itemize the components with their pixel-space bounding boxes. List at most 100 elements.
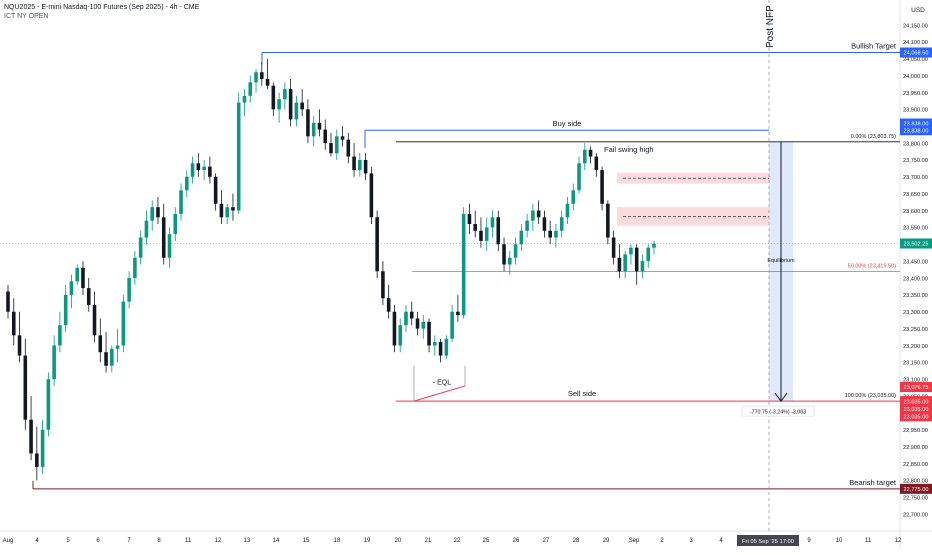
candle-body	[479, 230, 483, 241]
candle-body	[646, 247, 651, 262]
level-badge-text: 23,035.00	[904, 399, 929, 405]
candle-body	[484, 227, 489, 241]
candle-body	[473, 224, 477, 231]
candle-body	[173, 213, 178, 235]
x-tick-label: 12	[895, 538, 902, 544]
measure-text: -770.75 (-3.24%) -3,083	[750, 409, 806, 415]
x-tick-label: 3	[689, 538, 693, 544]
candle-body	[433, 342, 437, 346]
y-tick-label: 24,000.00	[903, 74, 928, 80]
y-tick-label: 22,900.00	[903, 445, 928, 451]
y-tick-label: 22,950.00	[903, 428, 928, 434]
candle-body	[634, 247, 639, 272]
x-tick-label: 11	[185, 538, 192, 544]
candle-body	[306, 109, 310, 137]
candle-body	[358, 159, 362, 171]
level-badge-text: 23,838.00	[904, 128, 929, 134]
candle-body	[600, 170, 604, 204]
y-tick-label: 24,050.00	[903, 57, 928, 63]
candle-body	[300, 102, 304, 110]
x-tick-label: 25	[483, 538, 490, 544]
candle-body	[98, 335, 103, 353]
candle-body	[536, 210, 541, 218]
x-tick-label: Aug	[3, 538, 14, 544]
current-price-badge-text: 23,502.25	[904, 242, 929, 248]
candle-body	[334, 136, 339, 154]
y-tick-label: 23,250.00	[903, 327, 928, 333]
candle-body	[346, 139, 351, 157]
x-tick-label: 8	[157, 538, 161, 544]
candle-body	[519, 230, 524, 245]
candle-body	[496, 217, 501, 245]
indicator-label[interactable]: ICT NY OPEN	[4, 13, 49, 20]
candle-body	[588, 149, 593, 157]
level-badge	[900, 396, 932, 407]
sell-side-label: Sell side	[568, 389, 596, 398]
candle-body	[398, 325, 403, 346]
level-badge	[900, 118, 932, 129]
candle-body	[17, 335, 22, 356]
symbol-title[interactable]: NQU2025 - E-mini Nasdaq-100 Futures (Sep…	[4, 4, 200, 11]
candle-body	[577, 163, 581, 191]
y-tick-label: 23,350.00	[903, 293, 928, 299]
x-tick-label: 5	[66, 538, 70, 544]
candle-body	[225, 207, 229, 218]
candle-body	[629, 247, 633, 255]
x-tick-label: 18	[334, 538, 341, 544]
candle-body	[254, 72, 258, 83]
candle-body	[513, 244, 518, 258]
x-tick-label: 9	[807, 538, 811, 544]
level-badge	[900, 382, 932, 393]
candle-body	[144, 220, 149, 238]
candle-body	[594, 156, 599, 171]
y-tick-label: 23,650.00	[903, 192, 928, 198]
candle-body	[323, 129, 328, 144]
candle-body	[185, 176, 189, 191]
candle-body	[409, 311, 414, 319]
x-tick-label: 19	[364, 538, 371, 544]
current-price-badge	[900, 238, 932, 249]
candle-body	[58, 325, 62, 346]
equilibrium-label: Equilibrium	[767, 258, 795, 264]
candle-body	[652, 243, 656, 248]
candle-body	[202, 166, 206, 171]
candle-body	[317, 122, 322, 130]
x-tick-label: 11	[865, 538, 872, 544]
x-tick-label: 20	[395, 538, 402, 544]
candle-body	[29, 419, 33, 454]
candle-body	[81, 267, 85, 289]
candle-body	[288, 89, 293, 120]
x-tick-label: 4	[719, 538, 723, 544]
bearish-target-badge-text: 22,775.00	[904, 487, 929, 493]
y-tick-label: 23,600.00	[903, 209, 928, 215]
y-tick-label: 23,950.00	[903, 91, 928, 97]
candle-body	[104, 352, 108, 366]
x-tick-label: 29	[603, 538, 610, 544]
candle-body	[213, 176, 218, 204]
candle-body	[450, 311, 454, 339]
candle-body	[606, 203, 610, 238]
y-tick-label: 24,100.00	[903, 40, 928, 46]
level-badge	[900, 411, 932, 422]
x-tick-label: 14	[273, 538, 280, 544]
fib-100-label: 100.00% (23,035.00)	[845, 393, 897, 399]
candle-body	[52, 345, 56, 380]
candle-body	[640, 261, 645, 272]
candle-body	[161, 217, 166, 258]
x-tick-label: 13	[244, 538, 251, 544]
candle-body	[467, 213, 472, 225]
candle-body	[271, 85, 276, 110]
candle-body	[386, 298, 391, 312]
level-badge-text: 23,035.00	[904, 415, 929, 421]
currency-label: USD	[911, 7, 925, 14]
candle-body	[311, 122, 316, 137]
x-tick-label: 6	[96, 538, 100, 544]
x-tick-label: 26	[513, 538, 520, 544]
bearish-target-badge	[900, 483, 932, 494]
buy-side-label: Buy side	[553, 119, 582, 128]
candle-body	[461, 213, 466, 316]
candle-body	[571, 190, 576, 204]
y-tick-label: 23,550.00	[903, 226, 928, 232]
candle-body	[404, 311, 408, 326]
